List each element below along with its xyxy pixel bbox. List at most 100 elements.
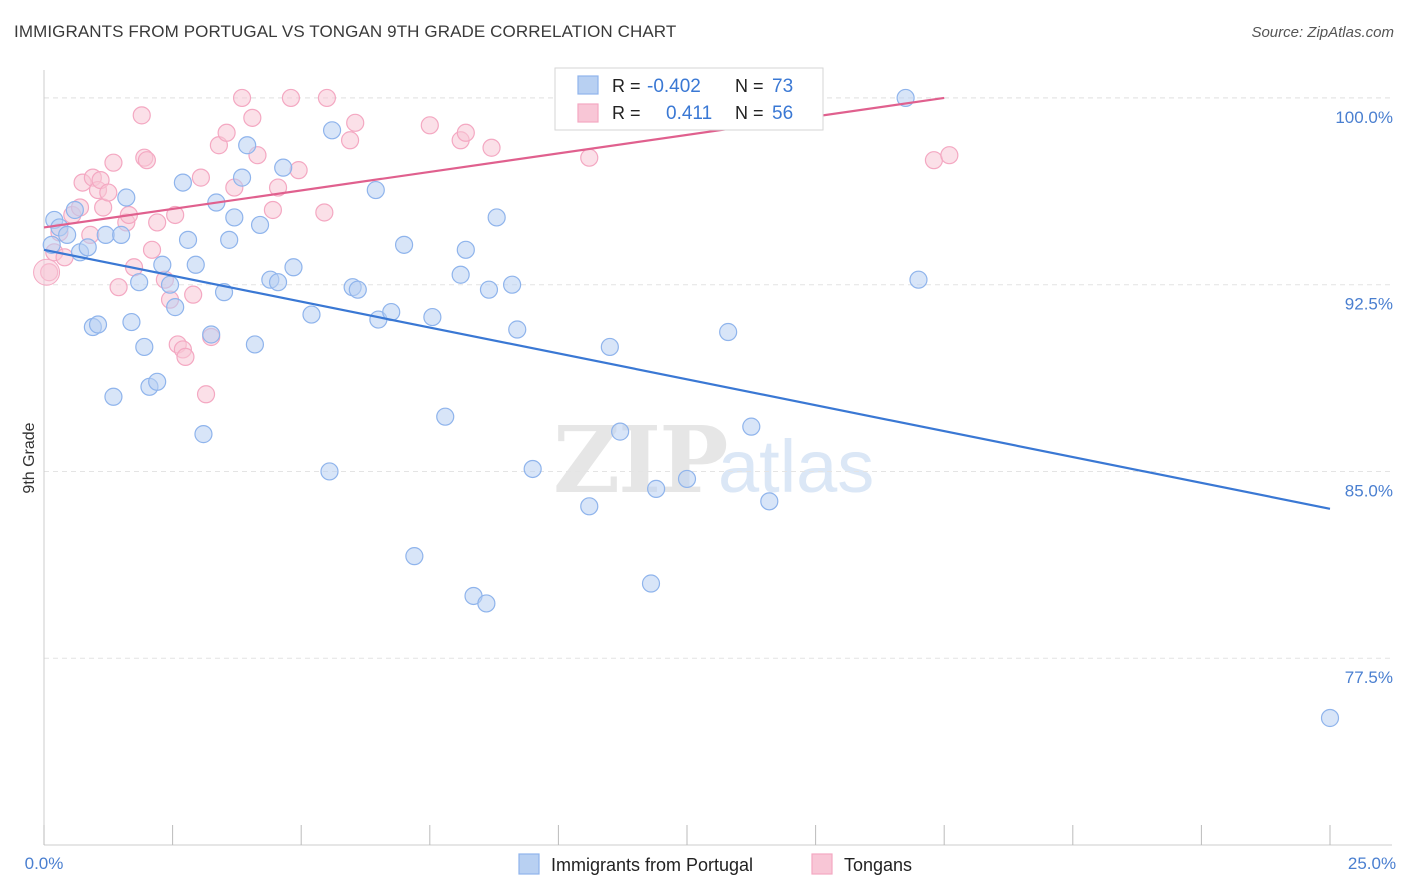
y-tick-label: 100.0% [1335,108,1393,127]
stats-legend-r-label-tongans: R = [612,103,641,123]
tongans-point [217,123,236,142]
tongans-point [132,106,151,125]
y-tick-label: 77.5% [1345,668,1393,687]
portugal-point [96,225,115,244]
portugal-point [742,417,761,436]
series-legend: Immigrants from Portugal Tongans [518,853,912,875]
portugal-point [160,275,180,294]
portugal-point [173,173,192,192]
portugal-point [232,168,252,187]
tongans-point [315,203,334,222]
series-legend-swatch-tongans [811,853,833,875]
portugal-point [268,273,288,292]
portugal-point [487,208,506,227]
portugal-point [611,422,630,441]
portugal-point [245,335,265,354]
x-tick-label-min: 0.0% [25,854,64,873]
portugal-point [58,225,77,244]
portugal-point [366,180,385,200]
portugal-point [302,305,321,324]
portugal-point [117,188,136,207]
tongans-point [346,113,365,132]
portugal-point [423,307,442,327]
portugal-point [647,479,666,498]
series-legend-swatch-portugal [518,853,540,875]
tongans-point [317,88,337,108]
y-tick-label: 92.5% [1345,295,1393,314]
stats-legend-box [554,67,824,131]
portugal-points [42,88,1340,728]
portugal-trend-line [43,248,1331,510]
tongans-point [580,148,599,167]
portugal-point [42,235,61,254]
portugal-point [238,136,257,155]
stats-legend-r-value-tongans: 0.411 [666,103,712,124]
stats-legend-n-label-tongans: N = [735,103,764,123]
portugal-point [1320,708,1340,728]
portugal-point [436,407,455,426]
tongans-point [109,278,128,297]
chart-title: IMMIGRANTS FROM PORTUGAL VS TONGAN 9TH G… [14,22,677,41]
tongans-point [243,108,262,127]
stats-legend-n-label-portugal: N = [735,76,764,96]
stats-legend-swatch-tongans [577,103,599,123]
tongans-point [104,153,123,172]
portugal-point [760,492,779,511]
tongans-point [263,200,283,220]
portugal-point [186,255,205,274]
portugal-point [220,230,239,249]
portugal-point [322,121,342,140]
portugal-point [677,469,697,489]
tongans-point [456,123,475,142]
portugal-point [456,240,475,259]
tongans-point [137,151,156,170]
portugal-point [274,158,293,177]
y-axis-label: 9th Grade [21,422,38,493]
portugal-point [503,275,522,294]
portugal-point [451,265,470,284]
portugal-point [719,322,738,342]
stats-legend-r-value-portugal: -0.402 [647,76,701,97]
tongans-point [281,88,301,108]
tongans-point [268,178,288,197]
series-legend-label-portugal: Immigrants from Portugal [551,855,753,875]
x-axis-ticks [43,825,1331,845]
stats-legend-n-value-tongans: 56 [772,103,793,124]
portugal-point [194,425,213,444]
portugal-point [508,320,527,339]
tongans-point [196,385,216,404]
tongans-point [289,161,308,180]
portugal-point [394,235,414,254]
portugal-point [112,225,131,244]
watermark-zip: ZIP [553,406,726,514]
x-tick-label-max: 25.0% [1348,854,1396,873]
tongans-point [148,213,167,232]
tongans-point [924,151,944,170]
portugal-point [580,497,599,516]
tongans-point [184,285,203,304]
tongans-point [420,116,439,135]
y-axis-tick-labels: 77.5% 85.0% 92.5% 100.0% [1335,108,1393,687]
y-tick-label: 85.0% [1345,481,1393,500]
series-legend-label-tongans: Tongans [844,855,912,875]
tongans-point [99,183,118,202]
chart-source: Source: ZipAtlas.com [1251,24,1394,41]
portugal-point [909,270,928,289]
portugal-point [148,372,167,391]
portugal-point [523,459,542,479]
portugal-point [122,312,141,332]
portugal-point [284,258,303,277]
tongans-point [940,146,959,165]
stats-legend-r-label-portugal: R = [612,76,641,96]
watermark: ZIP atlas [553,406,874,514]
stats-legend: R = -0.402 N = 73 R = 0.411 N = 56 [554,67,824,131]
portugal-point [178,230,198,249]
stats-legend-n-value-portugal: 73 [772,76,793,97]
tongans-point [191,168,210,187]
tongans-point [55,248,74,267]
portugal-point [166,298,185,317]
tongans-point [176,347,195,367]
tongans-point [340,131,360,150]
portugal-point [65,200,84,220]
